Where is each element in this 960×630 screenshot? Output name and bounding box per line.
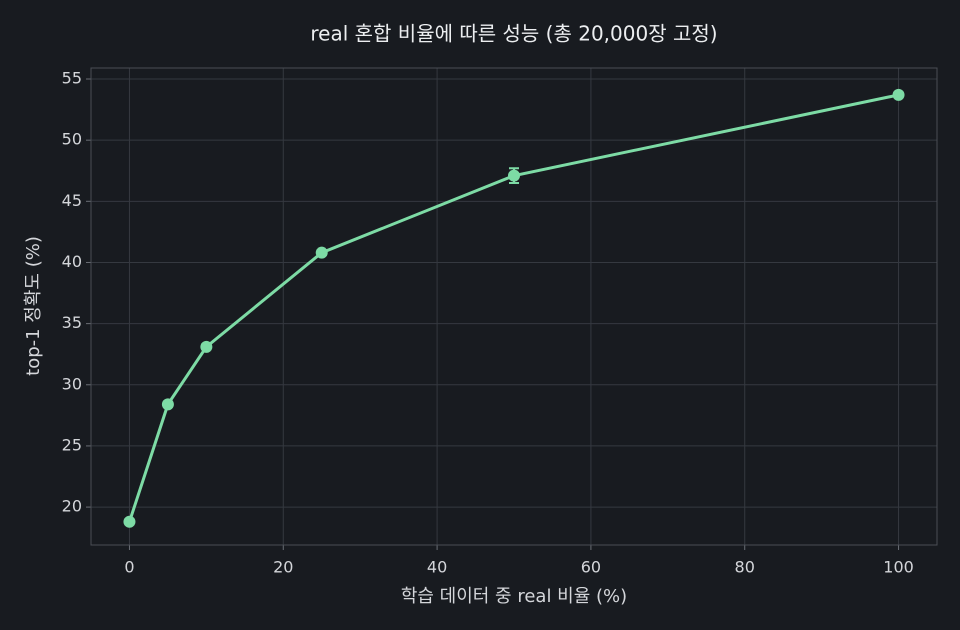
data-point bbox=[161, 398, 174, 411]
y-tick-label: 25 bbox=[62, 435, 82, 454]
y-tick-label: 50 bbox=[62, 130, 82, 149]
data-point bbox=[315, 246, 328, 259]
plot-frame bbox=[90, 67, 938, 546]
series-line bbox=[128, 93, 899, 523]
y-tick-label: 30 bbox=[62, 374, 82, 393]
y-tick-label: 55 bbox=[62, 69, 82, 88]
chart-title: real 혼합 비율에 따른 성능 (총 20,000장 고정) bbox=[310, 22, 717, 46]
y-tick-label: 20 bbox=[62, 497, 82, 516]
y-tick-label: 40 bbox=[62, 252, 82, 271]
data-point bbox=[200, 340, 213, 353]
x-tick-label: 40 bbox=[427, 558, 447, 577]
data-point bbox=[508, 169, 520, 182]
y-tick-label: 35 bbox=[62, 313, 82, 332]
x-tick-label: 80 bbox=[735, 558, 755, 577]
x-tick-label: 0 bbox=[124, 558, 134, 577]
x-tick-label: 60 bbox=[581, 558, 601, 577]
data-point bbox=[123, 515, 136, 528]
data-point bbox=[892, 88, 905, 101]
y-tick-label: 45 bbox=[62, 191, 82, 210]
x-tick-label: 100 bbox=[883, 558, 914, 577]
x-axis-label: 학습 데이터 중 real 비율 (%) bbox=[401, 586, 627, 607]
x-tick-label: 20 bbox=[273, 558, 293, 577]
y-axis-label: top-1 정확도 (%) bbox=[23, 236, 44, 376]
